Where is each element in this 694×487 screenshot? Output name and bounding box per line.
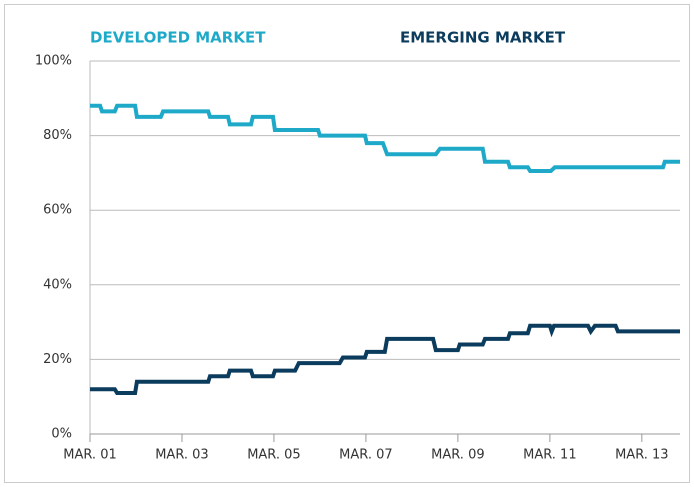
y-tick-label: 0% [51,427,72,442]
x-tick-label: MAR. 03 [155,448,209,463]
x-tick-label: MAR. 11 [523,448,577,463]
frame [4,4,690,483]
series-line [90,103,680,173]
x-tick-label: MAR. 07 [339,448,393,463]
legend-label: DEVELOPED MARKET [90,29,266,47]
legend-label: EMERGING MARKET [400,29,566,47]
x-tick-label: MAR. 13 [615,448,669,463]
y-tick-label: 80% [43,128,72,143]
x-tick-label: MAR. 01 [63,448,117,463]
y-tick-label: 60% [43,203,72,218]
x-tick-label: MAR. 09 [431,448,485,463]
y-tick-label: 40% [43,277,72,292]
y-tick-label: 100% [35,54,72,69]
y-tick-label: 20% [43,352,72,367]
series-line [90,323,680,395]
x-tick-label: MAR. 05 [247,448,301,463]
